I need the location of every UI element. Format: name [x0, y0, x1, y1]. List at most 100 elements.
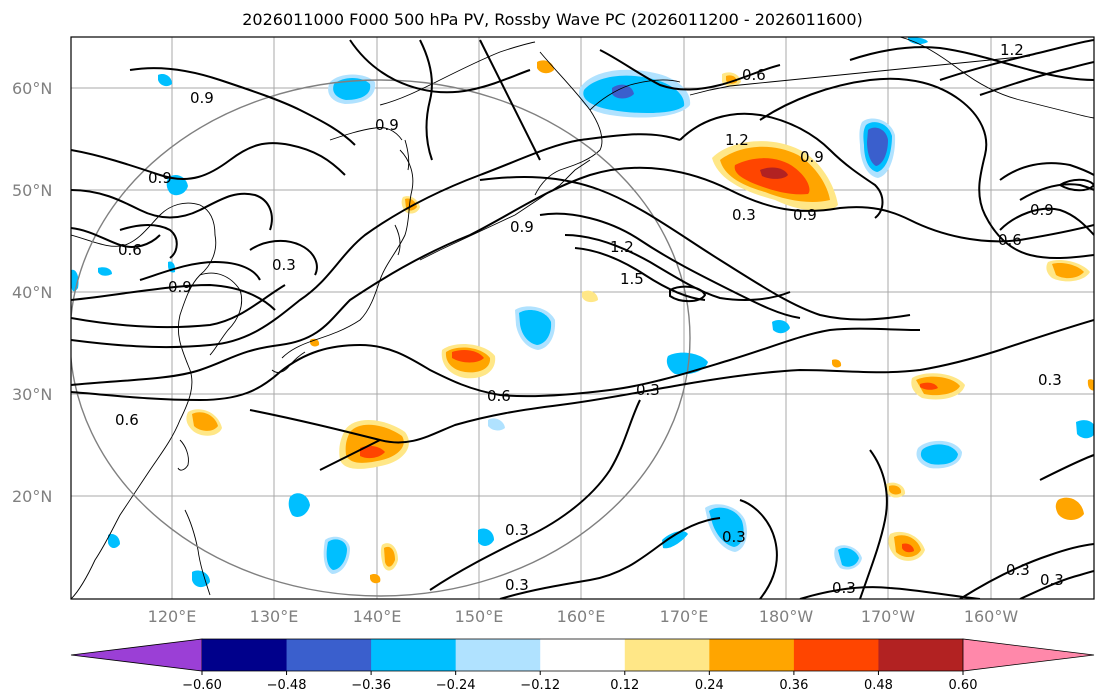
- colorbar-segment: [878, 639, 964, 671]
- colorbar-segment: [286, 639, 372, 671]
- negative-anomaly-patch: [838, 547, 859, 567]
- negative-anomaly-patch: [478, 528, 494, 546]
- colorbar-tick-label: 0.48: [864, 678, 893, 692]
- negative-anomaly-patch: [288, 493, 310, 517]
- contour-label: 0.9: [793, 206, 817, 224]
- colorbar-segment: [540, 639, 626, 671]
- contour-label: 0.6: [118, 241, 142, 259]
- lon-label: 170°W: [861, 607, 916, 626]
- negative-anomaly-patch: [192, 570, 210, 588]
- colorbar-tick-label: 0.12: [610, 678, 639, 692]
- colorbar-tick-label: −0.48: [267, 678, 307, 692]
- colorbar-segment: [709, 639, 795, 671]
- colorbar-tick-label: −0.36: [351, 678, 391, 692]
- positive-anomaly-patch: [1087, 379, 1094, 391]
- positive-anomaly-patch: [384, 546, 395, 567]
- negative-anomaly-patch: [519, 310, 552, 345]
- colorbar-tick-label: −0.24: [436, 678, 476, 692]
- contour-label: 0.3: [505, 521, 529, 539]
- contour-label: 0.6: [742, 66, 766, 84]
- contour-label: 1.5: [620, 270, 644, 288]
- contour-label: 0.9: [168, 278, 192, 296]
- contour-label: 1.2: [725, 131, 749, 149]
- positive-anomaly-patch: [452, 350, 484, 363]
- positive-anomaly-patch: [916, 376, 960, 396]
- negative-anomaly-patch: [98, 267, 112, 276]
- lon-label: 160°W: [964, 607, 1019, 626]
- positive-anomaly-patch: [832, 359, 842, 368]
- positive-anomaly-patch: [760, 167, 788, 179]
- lon-label: 160°E: [557, 607, 606, 626]
- contour-label: 0.3: [1040, 571, 1064, 589]
- positive-anomaly-patch: [902, 543, 914, 553]
- colorbar-segment: [793, 639, 879, 671]
- pv-contours: [71, 39, 1094, 599]
- contour-label: 0.9: [190, 89, 214, 107]
- colorbar-outline: [202, 638, 963, 672]
- negative-anomaly-patch: [772, 320, 790, 334]
- contour-label: 0.9: [510, 218, 534, 236]
- lon-label: 150°E: [455, 607, 504, 626]
- contour-label: 0.6: [487, 387, 511, 405]
- positive-anomaly-patch: [889, 485, 902, 495]
- contour-label: 0.3: [832, 579, 856, 597]
- colorbar-tick-label: −0.12: [520, 678, 560, 692]
- colorbar-tick-label: −0.60: [182, 678, 222, 692]
- map-title: 2026011000 F000 500 hPa PV, Rossby Wave …: [242, 10, 863, 29]
- colorbar-tick-label: 0.24: [695, 678, 724, 692]
- positive-anomaly-patch: [370, 573, 381, 584]
- contour-label: 0.3: [272, 256, 296, 274]
- colorbar-extend-low: [70, 638, 203, 672]
- colorbar-extend-high: [962, 638, 1095, 672]
- colorbar-segment: [371, 639, 457, 671]
- negative-anomaly-patch: [108, 534, 120, 549]
- lat-label: 60°N: [12, 79, 52, 98]
- contour-label: 0.6: [998, 231, 1022, 249]
- negative-anomaly-patch: [908, 37, 928, 45]
- colorbar-tick-label: 0.36: [779, 678, 808, 692]
- positive-anomaly-patch: [360, 445, 385, 459]
- contour-label: 0.3: [505, 576, 529, 594]
- lon-label: 140°E: [353, 607, 402, 626]
- contour-label: 0.3: [636, 381, 660, 399]
- negative-anomaly-patch: [612, 84, 634, 99]
- negative-anomaly-patch: [920, 444, 958, 465]
- colorbar-segment: [202, 639, 288, 671]
- negative-anomaly-patch: [1076, 420, 1094, 439]
- negative-anomaly-patch: [166, 174, 188, 196]
- contour-label: 1.2: [1000, 41, 1024, 59]
- colorbar: [70, 638, 1095, 672]
- contour-label: 0.3: [1038, 371, 1062, 389]
- lon-label: 180°W: [759, 607, 814, 626]
- colorbar-segment: [455, 639, 541, 671]
- contour-label: 1.2: [610, 238, 634, 256]
- lon-label: 170°E: [660, 607, 709, 626]
- contour-label: 0.9: [1030, 201, 1054, 219]
- negative-anomaly-patch: [488, 418, 505, 431]
- contour-label: 0.9: [375, 116, 399, 134]
- colorbar-tick-label: 0.60: [949, 678, 978, 692]
- negative-anomaly-patch: [662, 531, 688, 549]
- negative-anomaly-patch: [158, 74, 172, 87]
- positive-anomaly-patch: [582, 290, 598, 303]
- positive-anomaly-patch: [920, 382, 938, 390]
- lat-label: 40°N: [12, 283, 52, 302]
- longitude-labels: 120°E 130°E 140°E 150°E 160°E 170°E 180°…: [148, 607, 1019, 626]
- positive-anomaly-patch: [1055, 497, 1084, 520]
- latitude-labels: 60°N 50°N 40°N 30°N 20°N: [12, 79, 52, 506]
- map-border: [70, 36, 1095, 600]
- colorbar-segment: [624, 639, 710, 671]
- lat-label: 50°N: [12, 181, 52, 200]
- lon-label: 130°E: [250, 607, 299, 626]
- negative-anomaly-patch: [326, 539, 347, 570]
- contour-label: 0.9: [800, 148, 824, 166]
- negative-anomaly-patch: [333, 78, 371, 100]
- positive-anomaly-patch: [192, 412, 218, 431]
- positive-anomaly-patch: [1052, 262, 1084, 279]
- negative-anomaly-patch: [867, 127, 888, 166]
- contour-label: 0.6: [115, 411, 139, 429]
- map-panel: [71, 37, 1094, 599]
- lon-label: 120°E: [148, 607, 197, 626]
- wave-region-circle: [71, 79, 691, 597]
